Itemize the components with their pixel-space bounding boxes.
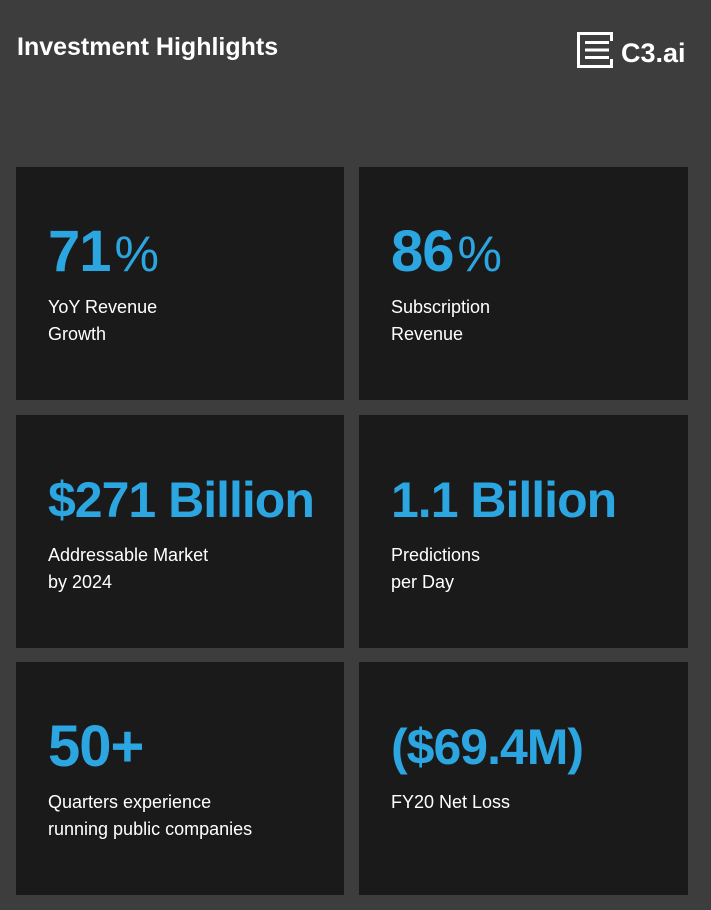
metric-number: 71 xyxy=(48,219,112,284)
metric-description-line: running public companies xyxy=(48,819,253,839)
metric-value: 86% xyxy=(391,219,502,287)
metric-description: Quarters experience running public compa… xyxy=(48,789,252,843)
metric-description: Subscription Revenue xyxy=(391,294,490,348)
metric-unit: % xyxy=(457,226,502,282)
metric-value: $271 Billion xyxy=(48,472,315,528)
metric-value: 1.1 Billion xyxy=(391,472,617,528)
metric-value: ($69.4M) xyxy=(391,719,584,775)
logo: C3.ai xyxy=(577,31,686,69)
metric-description-line: YoY Revenue xyxy=(48,297,158,317)
metric-card-subscription-revenue: 86% Subscription Revenue xyxy=(359,167,688,400)
metric-description: Predictions per Day xyxy=(391,542,480,596)
metric-description-line: Predictions xyxy=(391,545,481,565)
metric-description-line: Growth xyxy=(48,324,107,344)
metric-value: 71% xyxy=(48,219,159,287)
metric-description: FY20 Net Loss xyxy=(391,789,510,816)
metric-description-line: Subscription xyxy=(391,297,491,317)
page-title: Investment Highlights xyxy=(17,33,279,61)
c3-logo-icon xyxy=(577,32,613,68)
metric-description-line: Addressable Market xyxy=(48,545,209,565)
metric-card-quarters-experience: 50+ Quarters experience running public c… xyxy=(16,662,344,895)
metric-description-line: FY20 Net Loss xyxy=(391,792,511,812)
metric-description-line: Revenue xyxy=(391,324,464,344)
metric-card-addressable-market: $271 Billion Addressable Market by 2024 xyxy=(16,415,344,648)
metric-description: Addressable Market by 2024 xyxy=(48,542,208,596)
metric-card-net-loss: ($69.4M) FY20 Net Loss xyxy=(359,662,688,895)
metric-value: 50+ xyxy=(48,714,144,779)
metric-unit: % xyxy=(114,226,159,282)
metric-card-revenue-growth: 71% YoY Revenue Growth xyxy=(16,167,344,400)
metric-card-predictions: 1.1 Billion Predictions per Day xyxy=(359,415,688,648)
metric-description-line: Quarters experience xyxy=(48,792,212,812)
metric-description: YoY Revenue Growth xyxy=(48,294,157,348)
header: Investment Highlights C3.ai xyxy=(0,0,711,120)
logo-text: C3.ai xyxy=(621,38,686,68)
metric-description-line: by 2024 xyxy=(48,572,113,592)
metric-number: 86 xyxy=(391,219,455,284)
metric-description-line: per Day xyxy=(391,572,455,592)
